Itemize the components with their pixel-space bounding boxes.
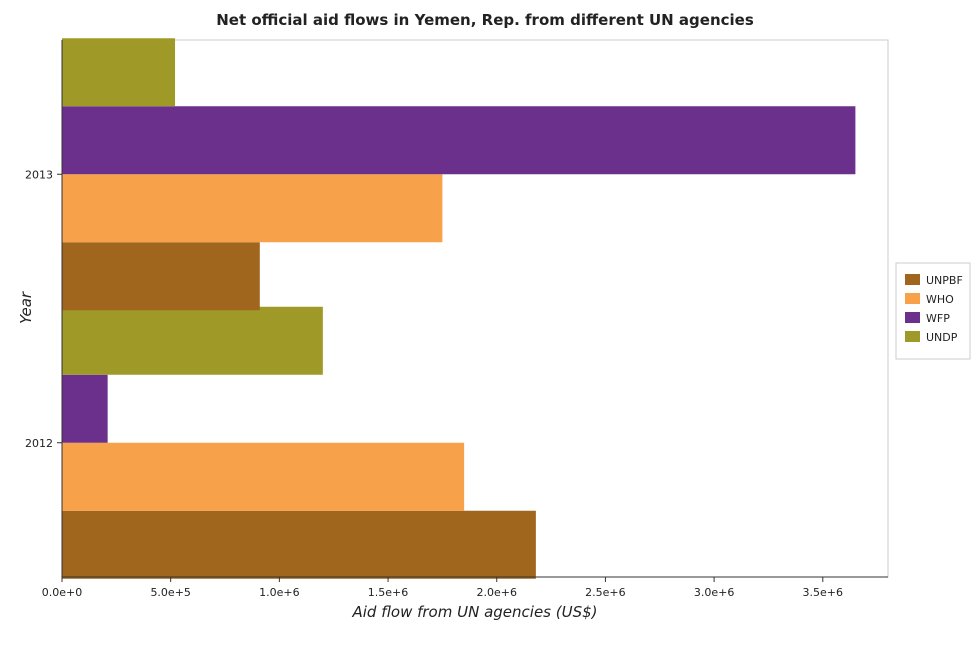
y-tick-label-2012: 2012 (25, 437, 53, 450)
x-tick-label: 2.5e+6 (585, 586, 625, 599)
legend-swatch-who (905, 293, 920, 304)
legend-label-undp: UNDP (926, 331, 958, 344)
x-tick-label: 5.0e+5 (150, 586, 190, 599)
legend-swatch-wfp (905, 312, 920, 323)
chart-title: Net official aid flows in Yemen, Rep. fr… (216, 11, 754, 29)
x-tick-label: 3.5e+6 (803, 586, 843, 599)
legend-label-wfp: WFP (926, 312, 950, 325)
bars-layer (62, 38, 856, 579)
bar-undp-2012 (62, 306, 323, 375)
x-tick-label: 1.0e+6 (259, 586, 299, 599)
legend-label-unpbf: UNPBF (926, 274, 963, 287)
x-tick-label: 1.5e+6 (368, 586, 408, 599)
y-tick-label-2013: 2013 (25, 168, 53, 181)
x-tick-label: 2.0e+6 (476, 586, 516, 599)
bar-wfp-2012 (62, 374, 108, 443)
bar-undp-2013 (62, 38, 176, 107)
y-axis-label: Year (17, 291, 35, 324)
legend-swatch-unpbf (905, 274, 920, 285)
bar-wfp-2013 (62, 106, 856, 175)
legend: UNPBF WHO WFP UNDP (895, 262, 971, 360)
bar-who-2013 (62, 174, 443, 243)
legend-swatch-undp (905, 331, 920, 342)
x-axis-label: Aid flow from UN agencies (US$) (351, 603, 597, 621)
x-tick-label: 0.0e+0 (42, 586, 82, 599)
axis-layer: 2012 2013 0.0e+0 5.0e+5 1.0e+6 1.5e+6 2.0e+6 2.… (25, 40, 888, 599)
legend-label-who: WHO (926, 293, 954, 306)
bar-unpbf-2012 (62, 510, 536, 579)
x-tick-label: 3.0e+6 (694, 586, 734, 599)
bar-who-2012 (62, 442, 465, 511)
bar-unpbf-2013 (62, 242, 260, 311)
